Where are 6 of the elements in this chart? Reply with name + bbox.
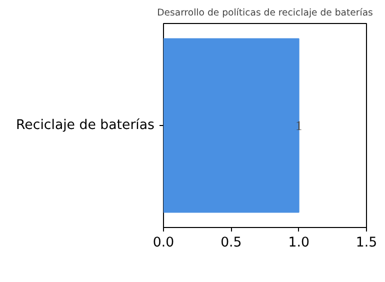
x-tick-label: 1.0 xyxy=(288,236,310,250)
y-tick-label: Reciclaje de baterías xyxy=(16,118,155,133)
x-tick-label: 1.5 xyxy=(356,236,378,250)
chart-title: Desarrollo de políticas de reciclaje de baterías xyxy=(157,8,374,18)
x-tick-label: 0.5 xyxy=(220,236,242,250)
x-tick-label: 0.0 xyxy=(152,236,174,250)
